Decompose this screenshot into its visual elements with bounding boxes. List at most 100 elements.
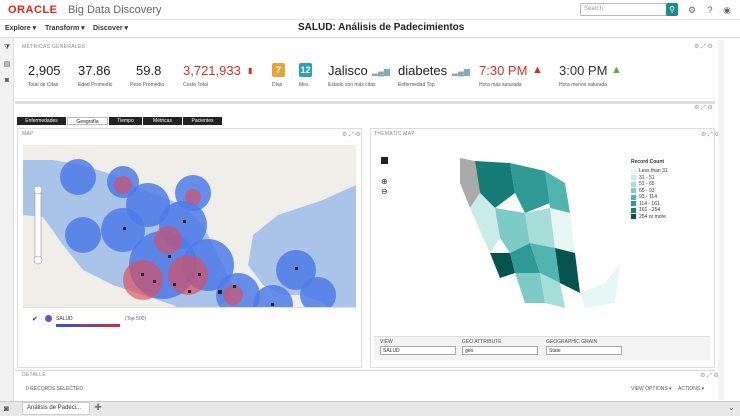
menu-discover[interactable]: Discover ▾ (93, 25, 129, 32)
panel-settings-icon[interactable]: ⚙ ⤢ ⚙ (694, 44, 713, 50)
menu-explore[interactable]: Explore ▾ (5, 25, 37, 32)
gear-icon[interactable]: ⚙ (687, 5, 697, 15)
panel-settings-icon[interactable]: ⚙ ⤢ ⚙ (701, 132, 720, 138)
metric-label-estado: Estado con más citas (328, 82, 376, 88)
heat-gradient (56, 324, 120, 327)
metric-value-costo: 3,721,933 (183, 63, 241, 78)
metric-label-mes: Mes (299, 82, 309, 88)
metric-label-dias: Días (272, 82, 283, 88)
metric-value-estado: Jalisco (328, 63, 368, 78)
camera-icon[interactable]: ◙ (4, 404, 9, 413)
search-input[interactable]: Search (580, 3, 678, 16)
panel-settings-icon[interactable]: ⚙ ⤢ ⚙ (700, 373, 719, 379)
legend-label: 254 or more (639, 213, 666, 220)
thematic-controls (374, 336, 710, 360)
zoom-out-icon[interactable]: ⊖ (381, 187, 388, 196)
thematic-legend-item: 114 - 161 (631, 201, 668, 207)
camera-icon[interactable]: ◙ (4, 77, 10, 84)
oracle-logo[interactable]: ORACLE (8, 4, 58, 16)
view-select[interactable]: SALUD (380, 346, 456, 355)
metric-value-peso: 59.8 (136, 63, 162, 78)
metric-label-total-citas: Total de Citas (28, 82, 59, 88)
details-title: DETALLE (22, 372, 46, 378)
legend-swatch (631, 214, 636, 219)
metric-label-edad: Edad Promedio (78, 82, 113, 88)
legend-label: Less than 31 (639, 168, 668, 174)
actions-button[interactable]: ACTIONS ▾ (678, 386, 705, 392)
legend-swatch (631, 201, 636, 206)
records-selected: 0 RECORDS SELECTED (26, 386, 83, 392)
filter-icon[interactable]: ⧩ (3, 44, 11, 51)
left-sidebar (0, 38, 14, 403)
heat-map[interactable] (23, 145, 356, 332)
map-panel (17, 128, 362, 368)
legend-label: 114 - 161 (639, 200, 660, 207)
metric-value-hora-menos: 3:00 PM (559, 63, 608, 78)
grain-label: GEOGRAPHIC GRAIN (546, 339, 598, 345)
view-options-button[interactable]: VIEW OPTIONS ▾ (631, 386, 672, 392)
tab-geografia[interactable]: Geografía (67, 117, 108, 125)
choropleth-map[interactable] (455, 153, 625, 313)
metric-label-peso: Peso Promedio (130, 82, 165, 88)
legend-swatch (631, 207, 636, 213)
geo-select[interactable]: geo (462, 346, 538, 355)
thematic-legend-item: 65 - 93 (631, 188, 668, 194)
metrics-panel (15, 40, 716, 99)
legend-swatch (45, 315, 52, 322)
view-label: VIEW (380, 339, 393, 345)
signal-bars-icon: ▂▄▆ (372, 67, 390, 76)
tab-enfermedades[interactable]: Enfermedades (17, 117, 66, 125)
land (23, 145, 356, 332)
metric-value-edad: 37.86 (78, 63, 111, 78)
add-page-icon[interactable]: ✚ (94, 402, 102, 412)
tab-metricas[interactable]: Métricas (143, 117, 182, 125)
page-scrollbar[interactable] (718, 40, 724, 400)
map-legend (23, 307, 356, 332)
tab-pacientes[interactable]: Pacientes (183, 117, 222, 125)
menu-bar (0, 20, 740, 38)
map-legend-label: SALUD (56, 316, 73, 322)
signal-bars-icon: ▂▄▆ (452, 67, 470, 76)
panel-settings-icon[interactable]: ⚙ ⤢ ⚙ (694, 105, 713, 111)
legend-label: 51 - 65 (639, 181, 655, 187)
help-icon[interactable]: ? (707, 5, 713, 15)
warning-icon: ▲ (611, 64, 622, 76)
menu-transform[interactable]: Transform ▾ (45, 25, 85, 32)
search-icon[interactable]: ⚲ (666, 3, 678, 16)
chevron-down-icon[interactable]: ⌄ (728, 403, 735, 412)
details-panel (15, 370, 715, 400)
thematic-legend-item: Less than 31 (631, 168, 668, 174)
legend-label: 93 - 114 (639, 194, 657, 200)
thematic-legend-title: Record Count (631, 159, 665, 165)
metric-label-hora-saturada: Hora más saturada (479, 82, 522, 88)
page-title: SALUD: Análisis de Padecimientos (298, 22, 464, 33)
metric-value-total-citas: 2,905 (28, 63, 61, 78)
zoom-slider[interactable] (33, 185, 43, 265)
thematic-map-panel (370, 128, 715, 368)
metric-value-enfermedad: diabetes (398, 63, 448, 78)
thematic-legend-item: 93 - 114 (631, 194, 668, 200)
legend-swatch (631, 175, 636, 180)
thematic-legend-item: 254 or more (631, 214, 668, 220)
zoom-in-icon[interactable]: ⊕ (381, 177, 388, 186)
tab-tiempo[interactable]: Tiempo (109, 117, 142, 125)
metric-label-enfermedad: Enfermedad Top (398, 82, 435, 88)
metric-value-dias: 7 (272, 63, 285, 77)
thematic-legend: Less than 31 31 - 51 51 - 65 65 - 93 93 - 11… (631, 168, 668, 220)
checkmark-icon[interactable]: ✔ (32, 316, 38, 323)
page-tabs-bar (0, 401, 740, 416)
geo-label: GEO ATTRIBUTE (462, 339, 502, 345)
grain-select[interactable]: State (546, 346, 622, 355)
thematic-title: THEMATIC MAP (374, 131, 416, 137)
panel-settings-icon[interactable]: ⚙ ⤢ ⚙ (342, 132, 361, 138)
page-icon[interactable]: ▤ (3, 61, 11, 68)
legend-swatch (631, 188, 636, 193)
layers-icon[interactable] (381, 157, 388, 164)
page-title-text: SALUD: Análisis de Padecimientos (298, 22, 465, 33)
metric-label-costo: Costo Total (183, 82, 208, 88)
legend-label: 65 - 93 (639, 187, 655, 194)
warning-icon: ▲ (532, 64, 543, 76)
legend-label: 31 - 51 (639, 174, 655, 181)
user-icon[interactable]: ◉ (723, 5, 731, 15)
page-tab[interactable]: Análisis de Padeci... (22, 402, 90, 415)
